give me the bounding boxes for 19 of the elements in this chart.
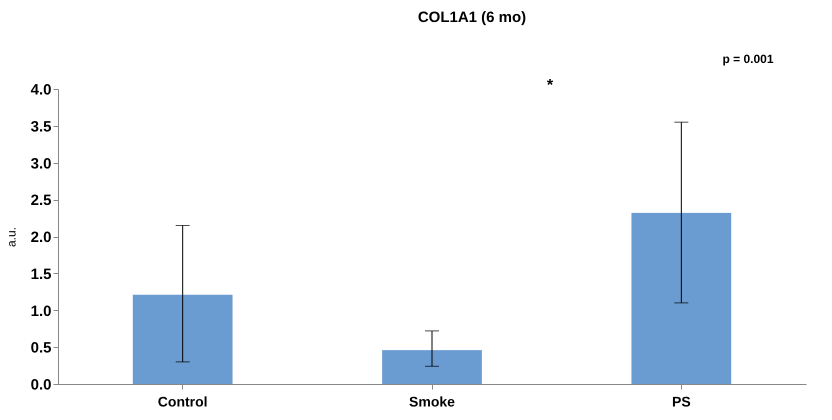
bar bbox=[382, 350, 482, 384]
x-tick-label: PS bbox=[672, 394, 691, 410]
y-tick-label: 2.0 bbox=[30, 229, 52, 246]
x-tick-label: Control bbox=[158, 394, 208, 410]
bar bbox=[631, 212, 732, 384]
text: p = 0.001 bbox=[722, 52, 774, 66]
x-tick-label: Smoke bbox=[409, 394, 456, 410]
y-tick-label: 3.5 bbox=[30, 118, 52, 136]
bar bbox=[132, 294, 233, 384]
y-tick-label: 1.0 bbox=[30, 302, 52, 320]
y-tick-label: 1.5 bbox=[30, 266, 52, 283]
y-axis-title: a.u. bbox=[4, 226, 19, 248]
annotation: * bbox=[546, 77, 554, 94]
chart-title: COL1A1 (6 mo) bbox=[418, 9, 526, 26]
y-tick-label: 0.5 bbox=[30, 340, 52, 357]
y-tick-label: 3.0 bbox=[30, 155, 52, 172]
y-tick-label: 2.5 bbox=[30, 192, 52, 210]
y-tick-label: 4.0 bbox=[30, 82, 52, 98]
y-tick-label: 0.0 bbox=[30, 376, 52, 394]
